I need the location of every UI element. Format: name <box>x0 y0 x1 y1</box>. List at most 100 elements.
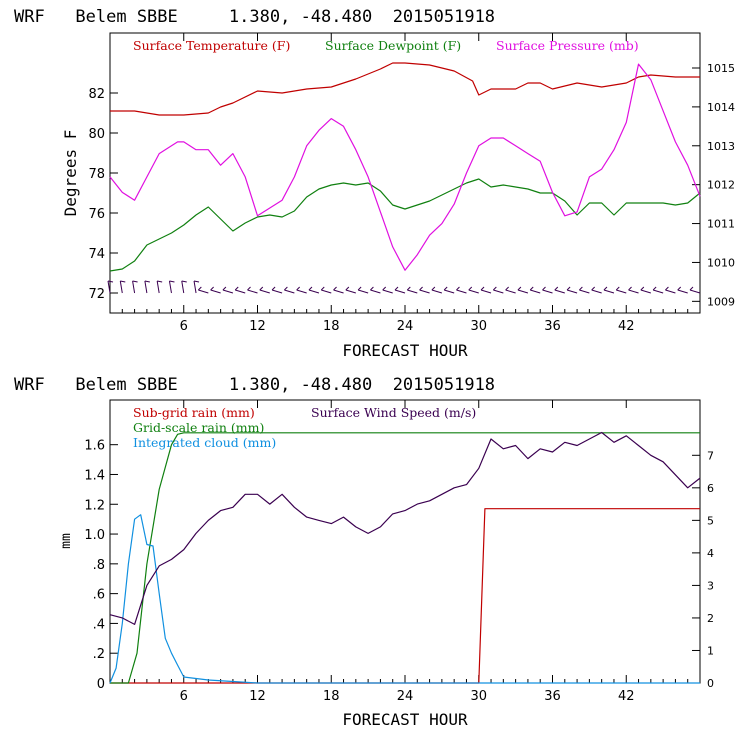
x-tick-label: 6 <box>180 689 188 704</box>
wind-barb <box>132 280 138 294</box>
chart2-legend-gridscale-rain: Grid-scale rain (mm) <box>133 420 264 435</box>
wind-barb <box>333 286 344 294</box>
wind-barb <box>492 286 504 294</box>
y-tick-label: .4 <box>93 617 105 632</box>
y-tick-label: 1.0 <box>84 528 105 543</box>
y-tick-label: 78 <box>88 167 105 182</box>
chart1-legend-dewpoint: Surface Dewpoint (F) <box>325 38 461 53</box>
series-line-surface-wind-speed <box>109 431 701 626</box>
y-tick-label: .6 <box>93 588 105 603</box>
y-tick-label: 1.2 <box>84 498 105 513</box>
series-line-surface-pressure <box>109 63 701 271</box>
wind-barb <box>431 286 443 294</box>
chart1-title: WRF Belem SBBE 1.380, -48.480 2015051918 <box>14 7 495 27</box>
chart1-legend-temperature: Surface Temperature (F) <box>133 38 290 53</box>
y-tick-label: 82 <box>88 87 105 102</box>
wind-barb <box>271 286 283 294</box>
wind-barb <box>210 286 221 294</box>
wind-barb <box>168 280 175 294</box>
wind-barb <box>320 286 332 294</box>
y2-tick-label: 1012 <box>707 179 735 192</box>
y2-tick-label: 7 <box>707 449 714 462</box>
wind-barb <box>603 286 615 294</box>
wind-barb <box>107 280 114 294</box>
wind-barb <box>259 286 270 294</box>
y2-tick-label: 1009 <box>707 295 735 308</box>
chart1-ylabel: Degrees F <box>61 130 80 217</box>
y2-tick-label: 0 <box>707 677 714 690</box>
chart2-ylabel: mm <box>59 533 74 549</box>
wind-barb <box>640 286 651 294</box>
y-tick-label: .2 <box>93 647 105 662</box>
y2-tick-label: 1 <box>707 644 714 657</box>
x-tick-label: 30 <box>470 689 487 704</box>
wind-barb <box>542 286 553 294</box>
x-tick-label: 18 <box>323 689 340 704</box>
wind-barb <box>652 286 664 294</box>
y-tick-label: 1.4 <box>84 468 105 483</box>
x-tick-label: 12 <box>249 319 266 334</box>
chart1-legend-pressure: Surface Pressure (mb) <box>496 38 639 53</box>
wind-barb <box>517 286 529 294</box>
x-tick-label: 36 <box>544 319 561 334</box>
chart1-xlabel: FORECAST HOUR <box>342 341 468 360</box>
wind-barb <box>665 286 676 294</box>
temperature-chart: WRF Belem SBBE 1.380, -48.480 2015051918… <box>14 7 735 360</box>
wind-barb <box>468 286 479 294</box>
wind-barb <box>677 286 688 294</box>
y2-tick-label: 1010 <box>707 256 735 269</box>
y2-tick-label: 1013 <box>707 140 735 153</box>
y2-tick-label: 1015 <box>707 62 735 75</box>
wind-barb <box>406 286 418 294</box>
wind-barb <box>119 280 126 294</box>
wind-barb <box>357 286 369 294</box>
series-line-grid-scale-rain <box>110 432 700 684</box>
chart1-y2-ticks: 1009 1010 1011 1012 1013 1014 1015 <box>692 62 735 308</box>
chart2-legend-subgrid-rain: Sub-grid rain (mm) <box>133 405 255 420</box>
wind-barb <box>296 286 307 294</box>
wind-barb <box>144 280 150 294</box>
y2-tick-label: 3 <box>707 579 714 592</box>
chart1-wind-barbs <box>107 280 701 294</box>
wind-barb <box>480 286 492 294</box>
x-tick-label: 12 <box>249 689 266 704</box>
x-tick-label: 42 <box>618 689 635 704</box>
wind-barb <box>689 286 701 294</box>
y2-tick-label: 1014 <box>707 101 735 114</box>
chart1-series <box>109 62 701 272</box>
chart2-y2-ticks: 0 1 2 3 4 5 6 7 <box>692 449 714 690</box>
y-tick-label: 74 <box>88 247 105 262</box>
wind-barb <box>505 286 516 294</box>
x-tick-label: 30 <box>470 319 487 334</box>
y-tick-label: 80 <box>88 127 105 142</box>
series-line-surface-temperature <box>110 62 700 116</box>
chart2-y-ticks: 0 .2 .4 .6 .8 1.0 1.2 1.4 1.6 <box>84 439 118 692</box>
wind-barb <box>345 286 356 294</box>
wind-barb <box>370 286 381 294</box>
chart2-x-ticks: 6 12 18 24 30 36 42 <box>121 400 689 704</box>
y-tick-label: 0 <box>97 677 105 692</box>
wind-barb <box>284 286 295 294</box>
y-tick-label: 1.6 <box>84 439 105 454</box>
wind-barb <box>197 286 209 294</box>
wind-barb <box>308 286 320 294</box>
chart1-y-ticks: 72 74 76 78 80 82 <box>88 87 118 302</box>
wind-barb <box>628 286 639 294</box>
wind-barb <box>156 280 163 294</box>
y2-tick-label: 5 <box>707 514 714 527</box>
y2-tick-label: 6 <box>707 482 714 495</box>
wind-barb <box>382 286 393 294</box>
wind-barb <box>529 286 541 294</box>
x-tick-label: 24 <box>397 689 414 704</box>
wind-barb <box>579 286 590 294</box>
chart1-x-ticks: 6 12 18 24 30 36 42 <box>121 33 689 334</box>
wind-barb <box>181 280 187 294</box>
y2-tick-label: 2 <box>707 612 714 625</box>
wind-barb <box>394 286 406 294</box>
y-tick-label: 76 <box>88 207 105 222</box>
wind-barb <box>566 286 578 294</box>
wind-barb <box>247 286 258 294</box>
wind-barb <box>554 286 565 294</box>
